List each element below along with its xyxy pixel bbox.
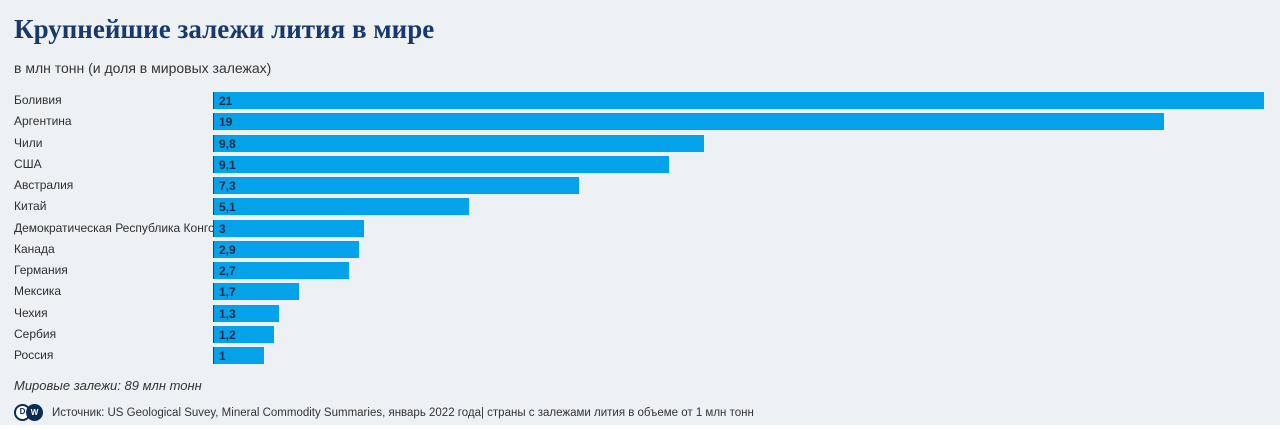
dw-logo-icon: D W bbox=[14, 404, 43, 422]
bottom-white-strip bbox=[0, 425, 1280, 430]
bar-area: 5,1 bbox=[213, 198, 1264, 216]
bar-area: 9,8 bbox=[213, 134, 1264, 152]
world-deposits-note: Мировые залежи: 89 млн тонн bbox=[14, 378, 202, 394]
category-label: Демократическая Республика Конго bbox=[14, 220, 215, 235]
bar-value-label: 2,9 bbox=[219, 242, 236, 257]
category-label: Германия bbox=[14, 263, 68, 278]
category-label: Аргентина bbox=[14, 114, 72, 129]
bar-value-label: 5,1 bbox=[219, 200, 236, 215]
bar-value-label: 19 bbox=[219, 115, 233, 130]
chart-row: Германия 2,7 bbox=[14, 262, 1264, 280]
bar: 21 bbox=[214, 92, 1264, 110]
bar-area: 1,3 bbox=[213, 304, 1264, 322]
bar: 7,3 bbox=[214, 177, 579, 195]
category-label: Канада bbox=[14, 241, 55, 256]
bar-value-label: 7,3 bbox=[219, 179, 236, 194]
bar: 1,3 bbox=[214, 304, 279, 322]
bar-area: 1,7 bbox=[213, 283, 1264, 301]
bar: 2,9 bbox=[214, 240, 359, 258]
source-text: Источник: US Geological Suvey, Mineral C… bbox=[52, 406, 754, 419]
bar-value-label: 1 bbox=[219, 349, 226, 364]
category-label: Австралия bbox=[14, 178, 74, 193]
chart-row: Боливия 21 bbox=[14, 92, 1264, 110]
chart-row: Мексика 1,7 bbox=[14, 283, 1264, 301]
bar-area: 2,7 bbox=[213, 262, 1264, 280]
page-title: Крупнейшие залежи лития в мире bbox=[14, 14, 435, 44]
bar-value-label: 3 bbox=[219, 221, 226, 236]
chart-row: Сербия 1,2 bbox=[14, 325, 1264, 343]
bar: 9,8 bbox=[214, 134, 704, 152]
bar-area: 19 bbox=[213, 113, 1264, 131]
source-row: D W Источник: US Geological Suvey, Miner… bbox=[14, 404, 1264, 422]
bar: 3 bbox=[214, 219, 364, 237]
chart-row: Аргентина 19 bbox=[14, 113, 1264, 131]
chart-row: Демократическая Республика Конго 3 bbox=[14, 219, 1264, 237]
chart-row: Китай 5,1 bbox=[14, 198, 1264, 216]
bar: 2,7 bbox=[214, 262, 349, 280]
bar: 1,2 bbox=[214, 325, 274, 343]
bar-area: 1,2 bbox=[213, 325, 1264, 343]
bar: 9,1 bbox=[214, 155, 669, 173]
bar-value-label: 9,8 bbox=[219, 136, 236, 151]
category-label: США bbox=[14, 156, 42, 171]
bar-value-label: 2,7 bbox=[219, 264, 236, 279]
category-label: Мексика bbox=[14, 284, 62, 299]
category-label: Чили bbox=[14, 135, 43, 150]
chart-row: Канада 2,9 bbox=[14, 240, 1264, 258]
bar-area: 2,9 bbox=[213, 240, 1264, 258]
chart-row: Россия 1 bbox=[14, 347, 1264, 365]
bar-value-label: 1,7 bbox=[219, 285, 236, 300]
dw-logo-w-circle: W bbox=[26, 404, 43, 422]
chart-subtitle: в млн тонн (и доля в мировых залежах) bbox=[14, 60, 272, 77]
bar: 5,1 bbox=[214, 198, 469, 216]
bar-area: 3 bbox=[213, 219, 1264, 237]
chart-row: Австралия 7,3 bbox=[14, 177, 1264, 195]
bar-value-label: 9,1 bbox=[219, 157, 236, 172]
bar-area: 7,3 bbox=[213, 177, 1264, 195]
category-label: Боливия bbox=[14, 93, 62, 108]
bar-area: 9,1 bbox=[213, 155, 1264, 173]
bar-area: 1 bbox=[213, 347, 1264, 365]
bar: 1,7 bbox=[214, 283, 299, 301]
bar-chart: Боливия 21 Аргентина 19 Чили 9,8 США 9,1 Австрал… bbox=[14, 92, 1264, 365]
chart-row: Чехия 1,3 bbox=[14, 304, 1264, 322]
bar-value-label: 1,3 bbox=[219, 306, 236, 321]
chart-row: Чили 9,8 bbox=[14, 134, 1264, 152]
bar-value-label: 21 bbox=[219, 94, 233, 109]
bar: 1 bbox=[214, 347, 264, 365]
category-label: Россия bbox=[14, 348, 54, 363]
chart-card: Крупнейшие залежи лития в мире в млн тон… bbox=[14, 14, 1264, 422]
chart-row: США 9,1 bbox=[14, 155, 1264, 173]
bar-area: 21 bbox=[213, 92, 1264, 110]
category-label: Сербия bbox=[14, 326, 57, 341]
category-label: Китай bbox=[14, 199, 47, 214]
bar: 19 bbox=[214, 113, 1164, 131]
category-label: Чехия bbox=[14, 305, 48, 320]
bar-value-label: 1,2 bbox=[219, 327, 236, 342]
